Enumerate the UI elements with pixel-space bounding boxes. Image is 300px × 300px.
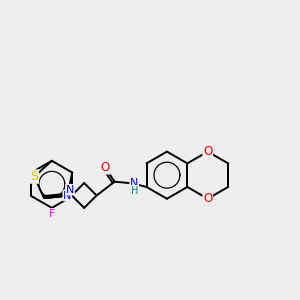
Text: F: F — [49, 209, 55, 219]
Text: N: N — [63, 190, 71, 201]
Text: N: N — [66, 184, 74, 195]
Text: S: S — [30, 170, 38, 183]
Text: O: O — [203, 145, 212, 158]
Text: N: N — [130, 178, 138, 188]
Text: O: O — [101, 161, 110, 174]
Text: H: H — [130, 186, 138, 196]
Text: O: O — [203, 192, 212, 205]
